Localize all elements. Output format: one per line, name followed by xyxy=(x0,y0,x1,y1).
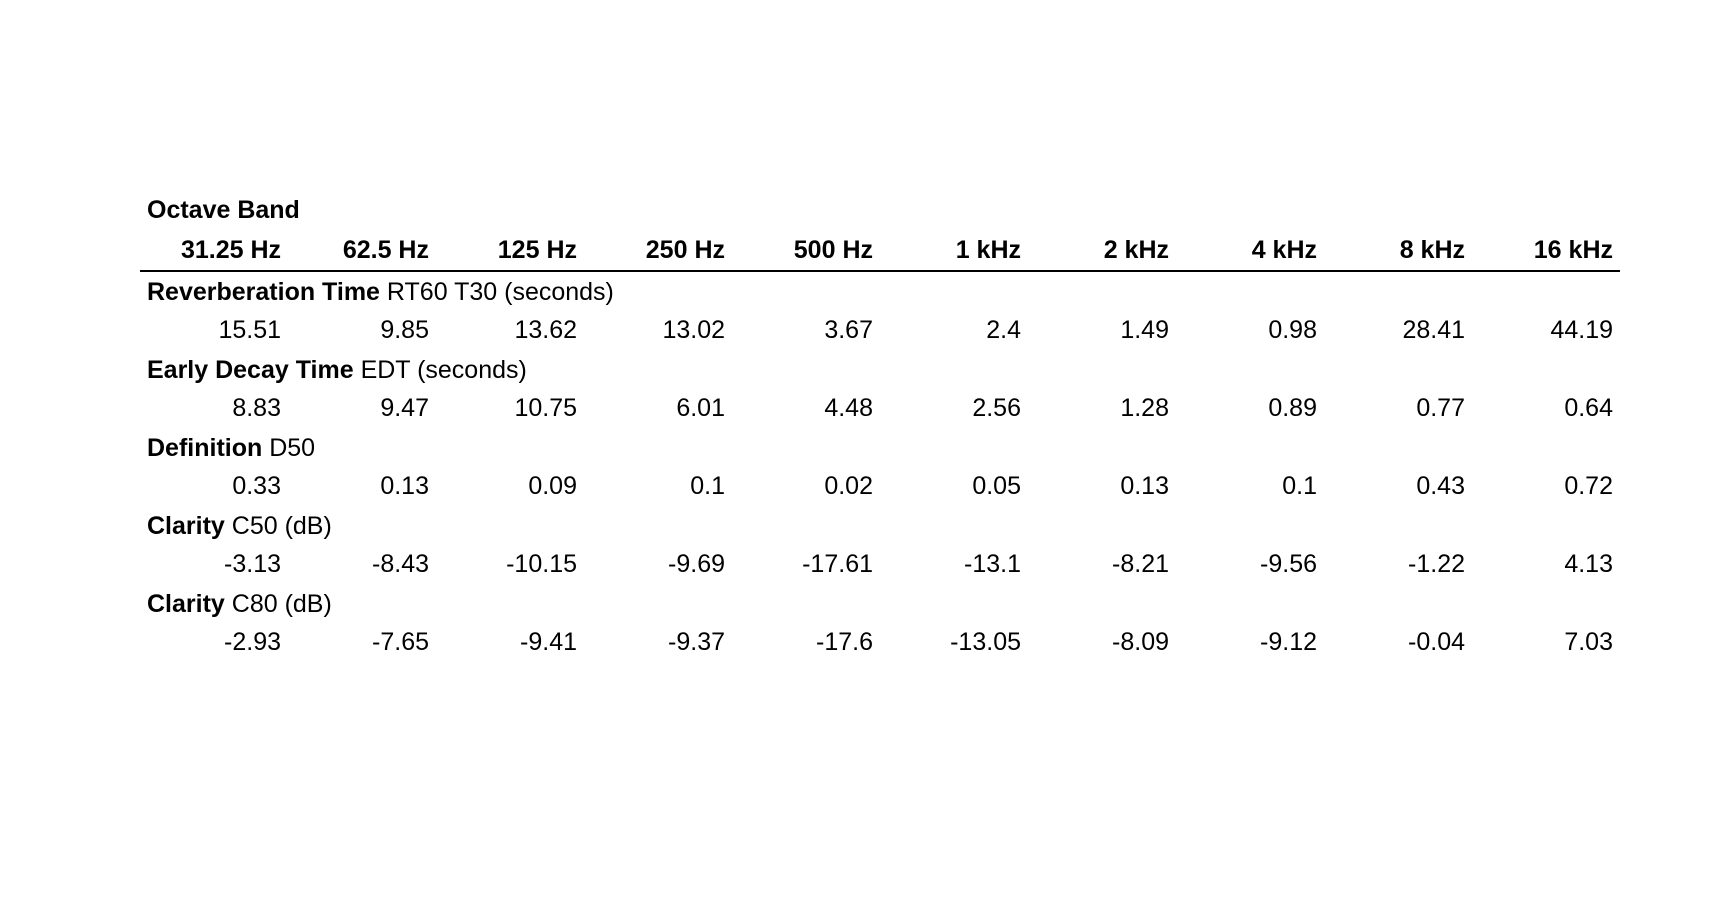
cell-value: 3.67 xyxy=(824,316,873,344)
cell-value: 2.56 xyxy=(972,394,1021,422)
column-header: 125 Hz xyxy=(497,236,577,264)
section-label: Early Decay Time EDT (seconds) xyxy=(147,355,527,385)
cell-value: -10.15 xyxy=(506,550,577,578)
section-label: Definition D50 xyxy=(147,433,315,463)
cell-value: 10.75 xyxy=(514,394,577,422)
cell-value: 15.51 xyxy=(218,316,281,344)
column-header: 500 Hz xyxy=(793,236,873,264)
header-rule xyxy=(140,270,1620,272)
cell-value: -9.37 xyxy=(668,628,725,656)
cell-value: -8.43 xyxy=(372,550,429,578)
cell-value: 0.1 xyxy=(1282,472,1317,500)
cell-value: 0.13 xyxy=(1120,472,1169,500)
cell-value: 4.48 xyxy=(824,394,873,422)
section-unit: C50 (dB) xyxy=(231,512,332,540)
cell-value: -8.09 xyxy=(1112,628,1169,656)
column-header: 250 Hz xyxy=(645,236,725,264)
cell-value: 0.77 xyxy=(1416,394,1465,422)
cell-value: -1.22 xyxy=(1408,550,1465,578)
cell-value: 0.72 xyxy=(1564,472,1613,500)
cell-value: -3.13 xyxy=(224,550,281,578)
cell-value: 0.89 xyxy=(1268,394,1317,422)
section-unit: C80 (dB) xyxy=(231,590,332,618)
cell-value: -0.04 xyxy=(1408,628,1465,656)
column-header: 1 kHz xyxy=(955,236,1021,264)
section-unit: RT60 T30 (seconds) xyxy=(386,278,614,306)
cell-value: 7.03 xyxy=(1564,628,1613,656)
cell-value: 44.19 xyxy=(1550,316,1613,344)
cell-value: 0.1 xyxy=(690,472,725,500)
column-header: 62.5 Hz xyxy=(342,236,429,264)
cell-value: 1.28 xyxy=(1120,394,1169,422)
cell-value: 1.49 xyxy=(1120,316,1169,344)
table-title: Octave Band xyxy=(147,196,300,224)
cell-value: 2.4 xyxy=(986,316,1021,344)
section-name: Reverberation Time xyxy=(147,278,380,306)
section-label: Clarity C50 (dB) xyxy=(147,511,332,541)
column-header: 8 kHz xyxy=(1399,236,1465,264)
cell-value: -13.05 xyxy=(950,628,1021,656)
section-label: Clarity C80 (dB) xyxy=(147,589,332,619)
cell-value: 0.09 xyxy=(528,472,577,500)
cell-value: -9.56 xyxy=(1260,550,1317,578)
cell-value: 4.13 xyxy=(1564,550,1613,578)
cell-value: 0.13 xyxy=(380,472,429,500)
cell-value: 0.64 xyxy=(1564,394,1613,422)
column-header: 16 kHz xyxy=(1533,236,1613,264)
cell-value: 0.05 xyxy=(972,472,1021,500)
cell-value: 0.98 xyxy=(1268,316,1317,344)
cell-value: 28.41 xyxy=(1402,316,1465,344)
section-name: Definition xyxy=(147,434,263,462)
cell-value: -9.12 xyxy=(1260,628,1317,656)
cell-value: 9.85 xyxy=(380,316,429,344)
section-name: Clarity xyxy=(147,512,225,540)
cell-value: -9.69 xyxy=(668,550,725,578)
cell-value: 13.62 xyxy=(514,316,577,344)
cell-value: 0.02 xyxy=(824,472,873,500)
cell-value: -17.61 xyxy=(802,550,873,578)
column-header: 4 kHz xyxy=(1251,236,1317,264)
section-unit: EDT (seconds) xyxy=(360,356,527,384)
section-name: Early Decay Time xyxy=(147,356,354,384)
cell-value: 8.83 xyxy=(232,394,281,422)
cell-value: 0.33 xyxy=(232,472,281,500)
cell-value: -2.93 xyxy=(224,628,281,656)
cell-value: -7.65 xyxy=(372,628,429,656)
cell-value: -8.21 xyxy=(1112,550,1169,578)
section-label: Reverberation Time RT60 T30 (seconds) xyxy=(147,277,614,307)
cell-value: -9.41 xyxy=(520,628,577,656)
cell-value: -13.1 xyxy=(964,550,1021,578)
section-unit: D50 xyxy=(269,434,316,462)
column-header: 31.25 Hz xyxy=(180,236,281,264)
cell-value: 13.02 xyxy=(662,316,725,344)
cell-value: 9.47 xyxy=(380,394,429,422)
cell-value: -17.6 xyxy=(816,628,873,656)
column-header: 2 kHz xyxy=(1103,236,1169,264)
cell-value: 6.01 xyxy=(676,394,725,422)
cell-value: 0.43 xyxy=(1416,472,1465,500)
section-name: Clarity xyxy=(147,590,225,618)
